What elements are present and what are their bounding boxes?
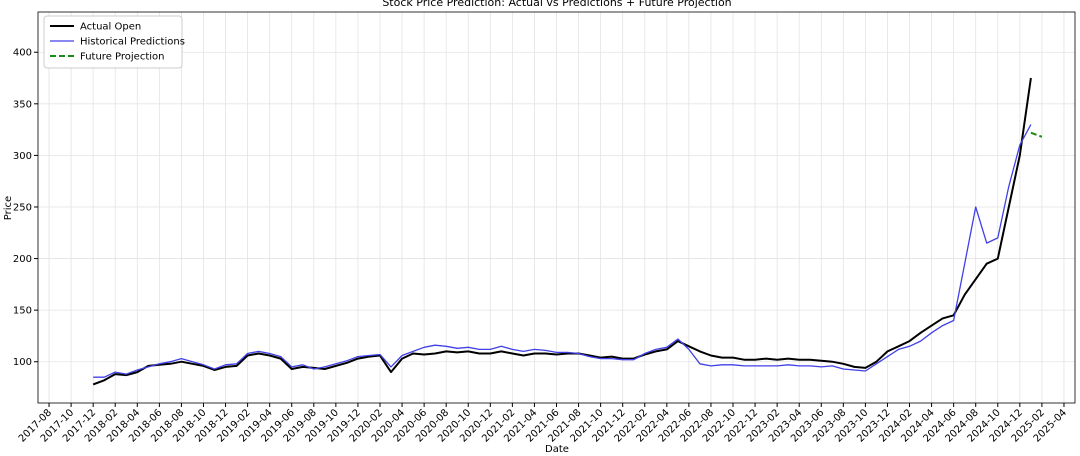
y-tick-label: 350 <box>13 99 32 110</box>
y-axis-label: Price <box>3 196 14 220</box>
plot-frame <box>37 11 1076 404</box>
y-tick-label: 200 <box>13 254 32 265</box>
y-tick-label: 100 <box>13 357 32 368</box>
y-tick-label: 150 <box>13 306 32 317</box>
legend-box <box>43 15 183 69</box>
legend-label: Historical Predictions <box>80 37 185 48</box>
legend-label: Actual Open <box>80 22 141 33</box>
series-line <box>92 77 1032 386</box>
series-line <box>93 124 1032 378</box>
y-tick-label: 300 <box>13 151 32 162</box>
legend-label: Future Projection <box>80 52 164 63</box>
series-line <box>1030 131 1043 138</box>
y-tick-label: 250 <box>13 202 32 213</box>
x-axis-label: Date <box>545 444 569 455</box>
legend: Actual Open Historical Predictions Future … <box>43 15 185 69</box>
y-tick-label: 400 <box>13 48 32 59</box>
chart-title: Stock Price Prediction: Actual vs Predic… <box>382 0 731 9</box>
